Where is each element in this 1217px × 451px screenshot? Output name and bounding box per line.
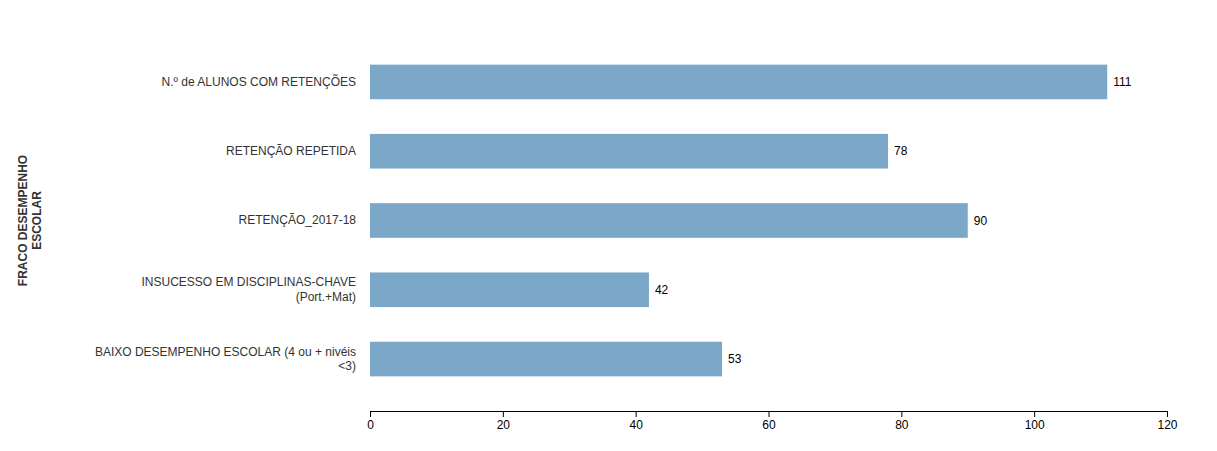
y-tick: BAIXO DESEMPENHO ESCOLAR (4 ou + nivéis<… bbox=[95, 345, 356, 373]
plot-area: 0 20 40 60 80 100 120 N.º de ALUNOS COM RETENÇÕ… bbox=[95, 65, 1178, 432]
x-tick: 20 bbox=[497, 411, 511, 432]
data-label: 42 bbox=[655, 283, 669, 297]
text-line: FRACO DESEMPENHO bbox=[16, 155, 30, 286]
category-label: RETENÇÃO_2017-18 bbox=[239, 213, 357, 227]
category-label: INSUCESSO EM DISCIPLINAS-CHAVE(Port.+Mat… bbox=[142, 275, 357, 303]
bar bbox=[370, 203, 968, 238]
y-tick: RETENÇÃO_2017-18 bbox=[239, 213, 357, 227]
y-tick: N.º de ALUNOS COM RETENÇÕES bbox=[162, 74, 356, 89]
bar bbox=[370, 65, 1107, 100]
x-tick: 40 bbox=[629, 411, 643, 432]
text-line: <3) bbox=[338, 359, 356, 373]
bars bbox=[370, 65, 1107, 377]
text-line: RETENÇÃO_2017-18 bbox=[239, 213, 357, 227]
x-axis: 0 20 40 60 80 100 120 bbox=[367, 411, 1178, 432]
tick-mark bbox=[1167, 411, 1168, 417]
tick-label: 20 bbox=[497, 418, 511, 432]
tick-label: 100 bbox=[1025, 418, 1045, 432]
tick-mark bbox=[503, 411, 504, 417]
category-label: RETENÇÃO REPETIDA bbox=[226, 144, 356, 158]
category-label: BAIXO DESEMPENHO ESCOLAR (4 ou + nivéis<… bbox=[95, 345, 356, 373]
text-line: RETENÇÃO REPETIDA bbox=[226, 144, 356, 158]
tick-label: 60 bbox=[762, 418, 776, 432]
y-tick: INSUCESSO EM DISCIPLINAS-CHAVE(Port.+Mat… bbox=[142, 275, 357, 303]
tick-label: 0 bbox=[367, 418, 374, 432]
text-line: BAIXO DESEMPENHO ESCOLAR (4 ou + nivéis bbox=[95, 345, 356, 359]
x-tick: 120 bbox=[1157, 411, 1177, 432]
tick-label: 40 bbox=[629, 418, 643, 432]
bar bbox=[370, 342, 722, 377]
tick-mark bbox=[1034, 411, 1035, 417]
x-tick: 80 bbox=[895, 411, 909, 432]
chart-svg: 0 20 40 60 80 100 120 N.º de ALUNOS COM RETENÇÕ… bbox=[0, 0, 1217, 451]
text-line: ESCOLAR bbox=[30, 191, 44, 250]
tick-mark bbox=[769, 411, 770, 417]
text-line: N.º de ALUNOS COM RETENÇÕES bbox=[162, 74, 356, 89]
y-tick: RETENÇÃO REPETIDA bbox=[226, 144, 356, 158]
tick-mark bbox=[636, 411, 637, 417]
data-label: 78 bbox=[894, 144, 908, 158]
x-tick: 100 bbox=[1025, 411, 1045, 432]
axis-line bbox=[371, 412, 1168, 418]
tick-mark bbox=[901, 411, 902, 417]
text-line: (Port.+Mat) bbox=[296, 290, 356, 304]
category-label: N.º de ALUNOS COM RETENÇÕES bbox=[162, 74, 356, 89]
data-label: 90 bbox=[974, 214, 988, 228]
tick-label: 120 bbox=[1157, 418, 1177, 432]
tick-mark bbox=[370, 411, 371, 417]
data-labels: 111 78 90 42 53 bbox=[655, 75, 1132, 366]
bar bbox=[370, 272, 649, 307]
bar bbox=[370, 134, 888, 169]
x-tick: 0 bbox=[367, 411, 374, 432]
data-label: 111 bbox=[1113, 75, 1132, 89]
y-axis: N.º de ALUNOS COM RETENÇÕES RETENÇÃO REPE… bbox=[95, 74, 356, 373]
y-axis-title: FRACO DESEMPENHOESCOLAR bbox=[16, 155, 44, 286]
x-tick: 60 bbox=[762, 411, 776, 432]
data-label: 53 bbox=[728, 352, 742, 366]
tick-label: 80 bbox=[895, 418, 909, 432]
text-line: INSUCESSO EM DISCIPLINAS-CHAVE bbox=[142, 275, 357, 289]
